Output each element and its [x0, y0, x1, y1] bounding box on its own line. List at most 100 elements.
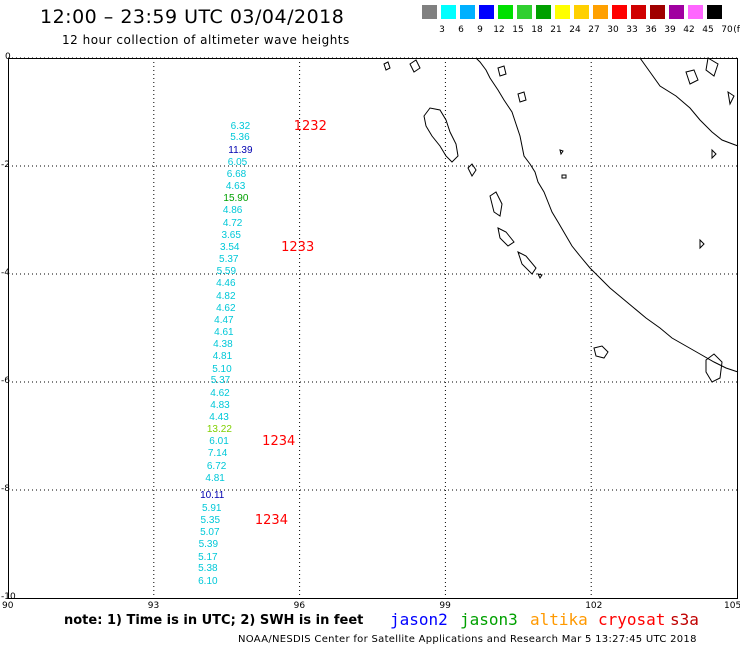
- swh-value: 5.38: [198, 563, 218, 575]
- swh-value: 4.83: [210, 399, 230, 411]
- swh-value: 5.37: [219, 253, 239, 265]
- swh-value: 6.10: [198, 575, 218, 587]
- credit-line: NOAA/NESDIS Center for Satellite Applica…: [238, 634, 697, 645]
- footer-note: note: 1) Time is in UTC; 2) SWH is in fe…: [64, 613, 364, 628]
- swh-value: 3.54: [219, 242, 240, 254]
- lat-lon-grid: [8, 57, 737, 598]
- swh-value: 4.38: [213, 339, 233, 351]
- swh-value: 10.11: [200, 490, 225, 502]
- swh-value: 3.65: [221, 229, 241, 241]
- x-axis-label: 90: [2, 601, 14, 611]
- island-siberut: [489, 191, 503, 217]
- island-pagai: [517, 251, 537, 275]
- swh-value: 4.61: [214, 326, 234, 338]
- legend-swatch: [498, 5, 513, 19]
- swh-value: 15.90: [223, 193, 249, 205]
- swh-value: 6.01: [209, 436, 229, 448]
- legend-label: 30: [607, 25, 619, 35]
- island-top-1: [409, 59, 421, 73]
- y-axis-label: -4: [1, 268, 10, 278]
- island-far-se: [705, 353, 723, 383]
- swh-value: 4.62: [216, 302, 236, 314]
- legend-label: 27: [588, 25, 600, 35]
- legend-unit: (ft): [733, 25, 740, 35]
- legend-label: 9: [477, 25, 483, 35]
- satellite-label: s3a: [670, 610, 699, 629]
- legend-swatch: [574, 5, 589, 19]
- swh-value: 4.86: [222, 205, 243, 217]
- legend-label: 18: [531, 25, 543, 35]
- swh-value: 5.10: [212, 363, 232, 375]
- swh-value: 4.46: [216, 278, 236, 290]
- swh-value: 5.17: [198, 551, 218, 563]
- satellite-label: jason3: [460, 610, 518, 629]
- island-mid-1: [559, 149, 564, 156]
- legend-label: 12: [493, 25, 505, 35]
- legend-label: 33: [626, 25, 638, 35]
- y-axis-label: -8: [1, 484, 10, 494]
- x-axis-label: 105: [724, 601, 740, 611]
- swh-value: 6.32: [230, 120, 251, 132]
- swh-value: 7.14: [207, 448, 228, 460]
- swh-value: 6.05: [227, 156, 248, 168]
- swh-value: 5.07: [200, 527, 220, 539]
- y-axis-label: -6: [1, 376, 10, 386]
- legend-label: 6: [458, 25, 464, 35]
- x-axis-label: 99: [439, 601, 451, 611]
- coastline: [383, 57, 739, 383]
- satellite-label: cryosat: [598, 610, 666, 629]
- legend-swatch: [555, 5, 570, 19]
- swh-value: 4.72: [222, 217, 243, 229]
- swh-value: 5.59: [216, 266, 237, 278]
- island-nias: [423, 107, 459, 163]
- swh-value: 5.37: [210, 375, 231, 387]
- swh-value: 4.62: [210, 387, 230, 399]
- swh-value: 4.81: [212, 351, 233, 363]
- legend-label: 70: [721, 25, 733, 35]
- legend-label: 42: [683, 25, 695, 35]
- legend-label: 3: [439, 25, 445, 35]
- legend-label: 39: [664, 25, 676, 35]
- swh-value: 6.72: [206, 460, 227, 472]
- legend-swatch: [612, 5, 627, 19]
- island-enggano: [593, 345, 609, 359]
- swh-value: 4.47: [214, 314, 234, 326]
- swh-value: 5.39: [198, 539, 219, 551]
- satellite-label: jason2: [390, 610, 448, 629]
- legend-swatch: [631, 5, 646, 19]
- y-axis-label: 0: [5, 52, 11, 62]
- map-frame: [8, 58, 738, 599]
- island-right-2: [699, 238, 705, 250]
- swh-value: 5.35: [200, 514, 221, 526]
- legend-label: 15: [512, 25, 524, 35]
- swh-value: 13.22: [206, 424, 232, 436]
- legend-swatch: [707, 5, 722, 19]
- swh-value: 5.36: [230, 132, 250, 144]
- legend-label: 36: [645, 25, 657, 35]
- malay-coast: [639, 57, 739, 147]
- island-top-3: [497, 65, 507, 77]
- island-sipura: [497, 227, 515, 247]
- legend-swatch: [479, 5, 494, 19]
- island-top-4: [517, 91, 527, 103]
- y-axis-label: -10: [1, 592, 16, 602]
- x-axis-label: 96: [293, 601, 306, 611]
- island-top-7: [727, 90, 735, 106]
- legend-swatch: [517, 5, 532, 19]
- island-mid-2: [561, 174, 567, 179]
- island-top-6: [705, 57, 719, 77]
- pass-number-label: 1234: [262, 434, 296, 450]
- pass-number-label: 1233: [281, 240, 315, 256]
- swh-value: 6.68: [226, 169, 247, 181]
- legend-swatch: [441, 5, 456, 19]
- island-top-5: [685, 69, 699, 85]
- legend-swatch: [422, 5, 437, 19]
- pass-number-label: 1234: [254, 512, 288, 528]
- island-small-1: [467, 163, 477, 177]
- legend-label: 24: [569, 25, 581, 35]
- page-subtitle: 12 hour collection of altimeter wave hei…: [62, 33, 350, 47]
- legend-label: 21: [550, 25, 562, 35]
- island-top-2: [383, 61, 391, 71]
- island-right-1: [711, 148, 717, 160]
